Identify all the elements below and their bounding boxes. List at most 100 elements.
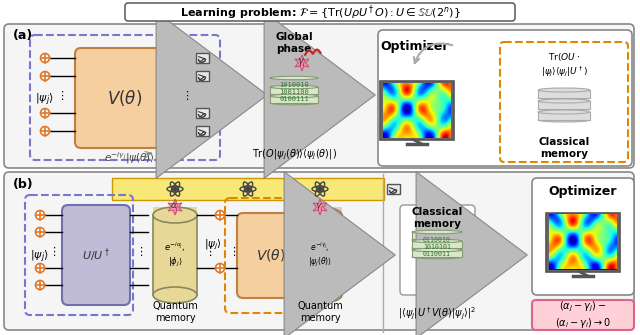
FancyBboxPatch shape [4, 172, 634, 330]
Text: $\vdots$: $\vdots$ [56, 88, 64, 102]
Text: $\vdots$: $\vdots$ [135, 245, 143, 258]
FancyBboxPatch shape [75, 48, 175, 148]
Bar [270, 87, 318, 94]
Ellipse shape [270, 83, 318, 87]
Text: $\vdots$: $\vdots$ [228, 245, 236, 258]
Bar [195, 53, 209, 63]
Ellipse shape [412, 248, 462, 252]
Bar [546, 212, 620, 271]
Bar [412, 232, 462, 239]
Text: Classical
memory: Classical memory [412, 207, 463, 229]
Bar [412, 241, 462, 248]
Bar [298, 207, 342, 215]
Bar [195, 108, 209, 118]
FancyBboxPatch shape [4, 24, 634, 168]
Text: $(\alpha_j-\gamma_j)-$
$(\alpha_i-\gamma_i)\to 0$: $(\alpha_j-\gamma_j)-$ $(\alpha_i-\gamma… [555, 300, 611, 330]
Circle shape [216, 264, 225, 272]
Text: $\vdots$: $\vdots$ [48, 245, 56, 258]
Ellipse shape [412, 246, 462, 250]
Text: Optimizer: Optimizer [548, 185, 617, 198]
Text: $\vdots$: $\vdots$ [181, 88, 189, 102]
FancyBboxPatch shape [62, 205, 130, 305]
Circle shape [35, 227, 45, 237]
FancyBboxPatch shape [378, 30, 632, 166]
Ellipse shape [412, 239, 462, 243]
Text: $\gamma_j$: $\gamma_j$ [316, 201, 324, 212]
Ellipse shape [298, 287, 342, 303]
Text: $|\langle\psi_j|U^\dagger V(\theta)|\psi_j\rangle|^2$: $|\langle\psi_j|U^\dagger V(\theta)|\psi… [398, 306, 476, 322]
Text: $\vdots$: $\vdots$ [204, 245, 212, 258]
Ellipse shape [538, 99, 590, 103]
Bar [380, 80, 454, 139]
Bar [270, 96, 318, 103]
Ellipse shape [270, 85, 318, 89]
FancyBboxPatch shape [400, 205, 475, 295]
Circle shape [35, 280, 45, 289]
Bar [538, 112, 590, 120]
Ellipse shape [538, 88, 590, 92]
Ellipse shape [538, 118, 590, 122]
Bar [153, 215, 197, 295]
Text: Global
phase: Global phase [275, 32, 313, 54]
Circle shape [246, 187, 250, 191]
FancyBboxPatch shape [237, 213, 305, 298]
Ellipse shape [412, 255, 462, 259]
Ellipse shape [538, 110, 590, 114]
Circle shape [35, 210, 45, 219]
Ellipse shape [270, 76, 318, 80]
Ellipse shape [412, 230, 462, 234]
Bar [383, 82, 451, 137]
Bar [387, 184, 399, 194]
Ellipse shape [538, 96, 590, 100]
Polygon shape [168, 199, 182, 215]
Bar [112, 178, 384, 200]
Ellipse shape [298, 207, 342, 223]
Bar [538, 90, 590, 98]
Text: $\mathrm{Tr}(OU\cdot$
$|\psi_j\rangle\langle\psi_j|U^\dagger)$: $\mathrm{Tr}(OU\cdot$ $|\psi_j\rangle\la… [541, 51, 588, 79]
Text: $\gamma_j$: $\gamma_j$ [297, 57, 307, 69]
Text: $|\psi_j\rangle$: $|\psi_j\rangle$ [35, 92, 54, 108]
Bar [412, 250, 462, 257]
Text: $V(\theta)$: $V(\theta)$ [256, 247, 286, 263]
Ellipse shape [270, 101, 318, 105]
Text: Optimizer: Optimizer [381, 40, 449, 53]
Bar [195, 126, 209, 136]
Text: Classical
memory: Classical memory [538, 137, 589, 159]
Bar [153, 207, 197, 215]
Text: 1010010
1001100
0100111: 1010010 1001100 0100111 [279, 82, 309, 102]
Text: $|\psi_j\rangle$: $|\psi_j\rangle$ [204, 238, 222, 252]
Text: Learning problem: $\mathcal{F} = \{\mathrm{Tr}(U\rho U^\dagger O): U \in \mathbb: Learning problem: $\mathcal{F} = \{\math… [180, 3, 460, 22]
Text: $e^{-i\gamma_j},$
$|\psi_j(\theta)\rangle$: $e^{-i\gamma_j},$ $|\psi_j(\theta)\rangl… [308, 241, 332, 269]
Ellipse shape [538, 107, 590, 111]
Text: $V(\theta)$: $V(\theta)$ [108, 88, 143, 108]
Bar [195, 71, 209, 81]
Circle shape [216, 210, 225, 219]
Ellipse shape [153, 287, 197, 303]
Text: $e^{-i\gamma_j}|\psi(\theta)\rangle$: $e^{-i\gamma_j}|\psi(\theta)\rangle$ [104, 150, 156, 166]
Circle shape [319, 187, 322, 191]
Text: $\alpha_j$: $\alpha_j$ [170, 201, 180, 212]
FancyBboxPatch shape [532, 300, 634, 330]
Text: Quantum
memory: Quantum memory [297, 301, 343, 323]
Bar [298, 215, 342, 295]
Ellipse shape [153, 207, 197, 223]
Circle shape [173, 187, 177, 191]
Text: Quantum
memory: Quantum memory [152, 301, 198, 323]
FancyBboxPatch shape [532, 178, 634, 295]
Bar [549, 214, 617, 269]
Text: $e^{-i\alpha_j},$
$|\phi_j\rangle$: $e^{-i\alpha_j},$ $|\phi_j\rangle$ [164, 241, 186, 269]
Polygon shape [313, 199, 327, 215]
Circle shape [40, 109, 49, 118]
Text: (b): (b) [13, 178, 34, 191]
Circle shape [40, 127, 49, 135]
Ellipse shape [270, 92, 318, 96]
Circle shape [35, 264, 45, 272]
Text: (a): (a) [13, 28, 33, 42]
Bar [270, 78, 318, 85]
Circle shape [40, 54, 49, 63]
Ellipse shape [270, 94, 318, 98]
Text: $U/ U^\dagger$: $U/ U^\dagger$ [82, 246, 110, 264]
Polygon shape [295, 55, 309, 71]
Bar [538, 101, 590, 109]
FancyBboxPatch shape [500, 42, 628, 162]
